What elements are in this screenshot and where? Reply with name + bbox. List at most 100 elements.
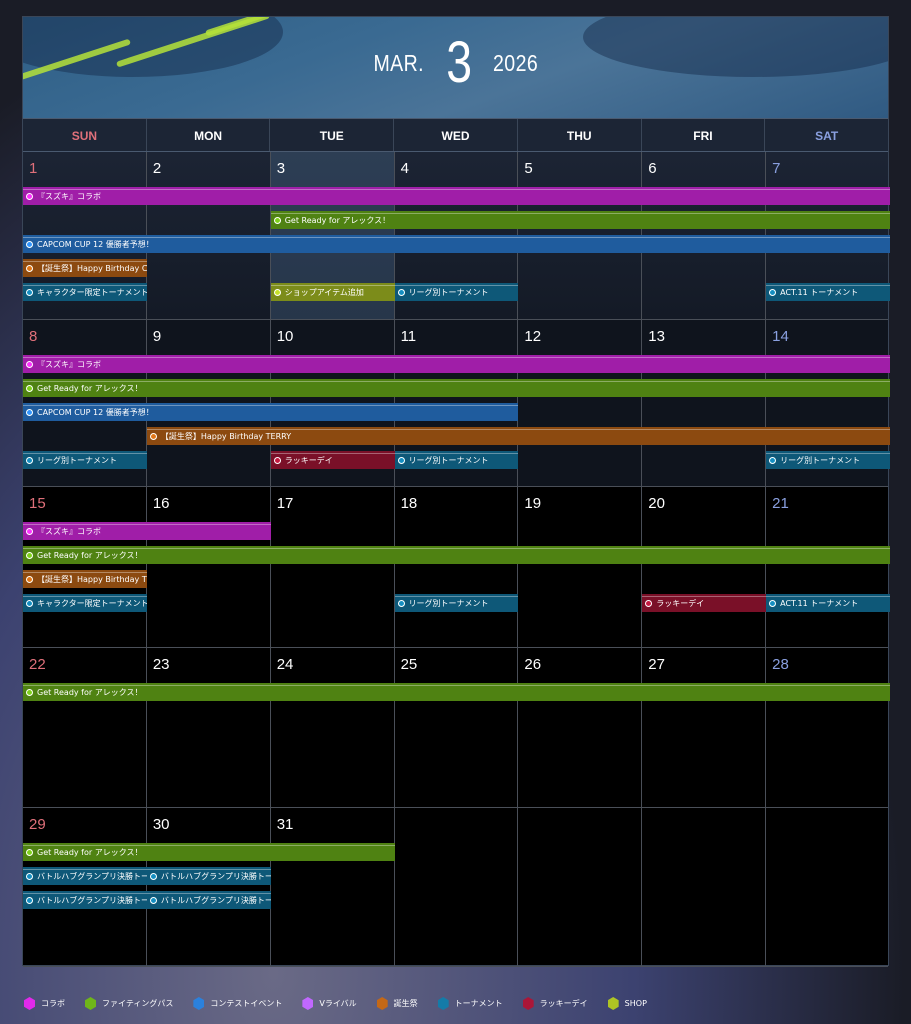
event-label: CAPCOM CUP 12 優勝者予想！ xyxy=(37,408,154,417)
event-lucky[interactable]: ラッキーデイ xyxy=(642,594,767,612)
legend-label: SHOP xyxy=(624,999,647,1008)
event-label: CAPCOM CUP 12 優勝者予想！ xyxy=(37,240,154,249)
day-number: 12 xyxy=(524,328,542,345)
day-cell-25[interactable]: 25 xyxy=(395,648,519,807)
event-tournament[interactable]: バトルハブグランプリ決勝トーナ xyxy=(146,867,271,885)
event-contest[interactable]: CAPCOM CUP 12 優勝者予想！ xyxy=(23,235,890,253)
hexagon-icon xyxy=(193,997,205,1010)
weekday-sun: SUN xyxy=(23,119,147,151)
hexagon-icon xyxy=(24,997,35,1010)
event-dot-icon xyxy=(26,689,33,696)
day-cell-16[interactable]: 16 xyxy=(147,487,271,647)
event-birthday[interactable]: 【誕生祭】Happy Birthday TERRY xyxy=(146,427,890,445)
event-label: ラッキーデイ xyxy=(284,456,333,465)
event-tournament[interactable]: ACT.11 トーナメント xyxy=(766,594,890,612)
event-dot-icon xyxy=(26,576,33,583)
event-fightpass[interactable]: Get Ready for アレックス！ xyxy=(23,379,890,397)
day-cell-28[interactable]: 28 xyxy=(766,648,890,807)
day-number: 5 xyxy=(524,160,533,177)
event-label: ラッキーデイ xyxy=(656,599,705,608)
event-birthday[interactable]: 【誕生祭】Happy Birthday TERRY xyxy=(23,570,147,588)
day-cell-12[interactable]: 12 xyxy=(518,320,643,486)
event-dot-icon xyxy=(397,289,405,296)
weekday-tue: TUE xyxy=(270,119,395,151)
day-cell-26[interactable]: 26 xyxy=(518,648,643,807)
event-tournament[interactable]: キャラクター限定トーナメント｜ xyxy=(23,594,147,612)
week-row: 1 2 3 4 5 6 7 『スズキ』コラボ Get Ready for アレックス！ CAPCO… xyxy=(23,152,890,320)
day-number: 3 xyxy=(276,160,286,177)
event-collab[interactable]: 『スズキ』コラボ xyxy=(23,355,890,373)
hexagon-icon xyxy=(376,997,388,1010)
day-cell-24[interactable]: 24 xyxy=(271,648,395,807)
event-label: リーグ別トーナメント xyxy=(408,599,489,608)
event-dot-icon xyxy=(149,873,157,880)
event-label: バトルハブグランプリ決勝トーナ xyxy=(160,896,271,905)
event-collab[interactable]: 『スズキ』コラボ xyxy=(23,522,271,540)
day-cell-31[interactable]: 31 xyxy=(271,808,395,966)
event-tournament[interactable]: バトルハブグランプリ決勝トーナ xyxy=(23,891,147,909)
day-number: 16 xyxy=(152,495,170,512)
event-dot-icon xyxy=(273,289,281,296)
week-row: 8 9 10 11 12 13 14 『スズキ』コラボ Get Ready for アレックス！… xyxy=(23,320,890,487)
day-cell-27[interactable]: 27 xyxy=(642,648,767,807)
legend-item-collab: コラボ xyxy=(24,997,65,1010)
event-fightpass[interactable]: Get Ready for アレックス！ xyxy=(23,683,890,701)
month-label: MAR. xyxy=(373,49,425,76)
day-cell-19[interactable]: 19 xyxy=(518,487,643,647)
event-tournament[interactable]: リーグ別トーナメント xyxy=(394,594,519,612)
day-cell-20[interactable]: 20 xyxy=(642,487,767,647)
event-tournament[interactable]: リーグ別トーナメント xyxy=(394,451,519,469)
day-cell-14[interactable]: 14 xyxy=(766,320,890,486)
event-dot-icon xyxy=(26,552,33,559)
day-cell-13[interactable]: 13 xyxy=(642,320,767,486)
event-fightpass[interactable]: Get Ready for アレックス！ xyxy=(23,843,395,861)
day-cell-30[interactable]: 30 xyxy=(147,808,271,966)
event-contest[interactable]: CAPCOM CUP 12 優勝者予想！ xyxy=(23,403,519,421)
event-dot-icon xyxy=(769,289,777,296)
day-cell-29[interactable]: 29 xyxy=(23,808,147,966)
event-tournament[interactable]: ACT.11 トーナメント xyxy=(766,283,890,301)
day-cell-18[interactable]: 18 xyxy=(395,487,519,647)
day-number: 31 xyxy=(276,816,294,833)
event-dot-icon xyxy=(26,873,33,880)
day-cell-22[interactable]: 22 xyxy=(23,648,147,807)
event-dot-icon xyxy=(149,433,157,440)
event-dot-icon xyxy=(769,457,777,464)
weekday-header: SUN MON TUE WED THU FRI SAT xyxy=(23,118,888,152)
legend-label: Vライバル xyxy=(319,999,357,1008)
day-number: 30 xyxy=(152,816,170,833)
day-number: 15 xyxy=(29,495,46,512)
event-collab[interactable]: 『スズキ』コラボ xyxy=(23,187,890,205)
empty-cell xyxy=(395,808,519,966)
day-cell-15[interactable]: 15 xyxy=(23,487,147,647)
event-tournament[interactable]: リーグ別トーナメント xyxy=(394,283,519,301)
event-label: バトルハブグランプリ決勝トーナ xyxy=(37,872,147,881)
empty-cell xyxy=(518,808,643,966)
day-cell-7[interactable]: 7 xyxy=(766,152,890,319)
event-tournament[interactable]: キャラクター限定トーナメント｜ xyxy=(23,283,147,301)
legend-item-vrival: Vライバル xyxy=(302,997,357,1010)
day-number: 20 xyxy=(648,495,665,512)
event-tournament[interactable]: リーグ別トーナメント xyxy=(766,451,890,469)
event-birthday[interactable]: 【誕生祭】Happy Birthday CHUN-LI xyxy=(23,259,147,277)
hexagon-icon xyxy=(437,997,449,1010)
event-lucky[interactable]: ラッキーデイ xyxy=(270,451,395,469)
day-cell-21[interactable]: 21 xyxy=(766,487,890,647)
event-tournament[interactable]: バトルハブグランプリ決勝トーナ xyxy=(146,891,271,909)
week-row: 15 16 17 18 19 20 21 『スズキ』コラボ Get Ready for アレック… xyxy=(23,487,890,648)
event-fightpass[interactable]: Get Ready for アレックス！ xyxy=(23,546,890,564)
legend-item-fightpass: ファイティングパス xyxy=(85,997,173,1010)
weekday-mon: MON xyxy=(147,119,271,151)
event-label: 『スズキ』コラボ xyxy=(37,360,101,369)
weekday-thu: THU xyxy=(518,119,642,151)
calendar-header: MAR. 3 2026 xyxy=(23,17,888,118)
day-cell-17[interactable]: 17 xyxy=(271,487,395,647)
event-tournament[interactable]: バトルハブグランプリ決勝トーナ xyxy=(23,867,147,885)
day-number: 9 xyxy=(152,328,162,345)
event-tournament[interactable]: リーグ別トーナメント xyxy=(23,451,147,469)
event-fightpass[interactable]: Get Ready for アレックス！ xyxy=(270,211,890,229)
day-number: 14 xyxy=(772,328,789,345)
event-shop[interactable]: ショップアイテム追加 xyxy=(270,283,395,301)
day-cell-23[interactable]: 23 xyxy=(147,648,271,807)
